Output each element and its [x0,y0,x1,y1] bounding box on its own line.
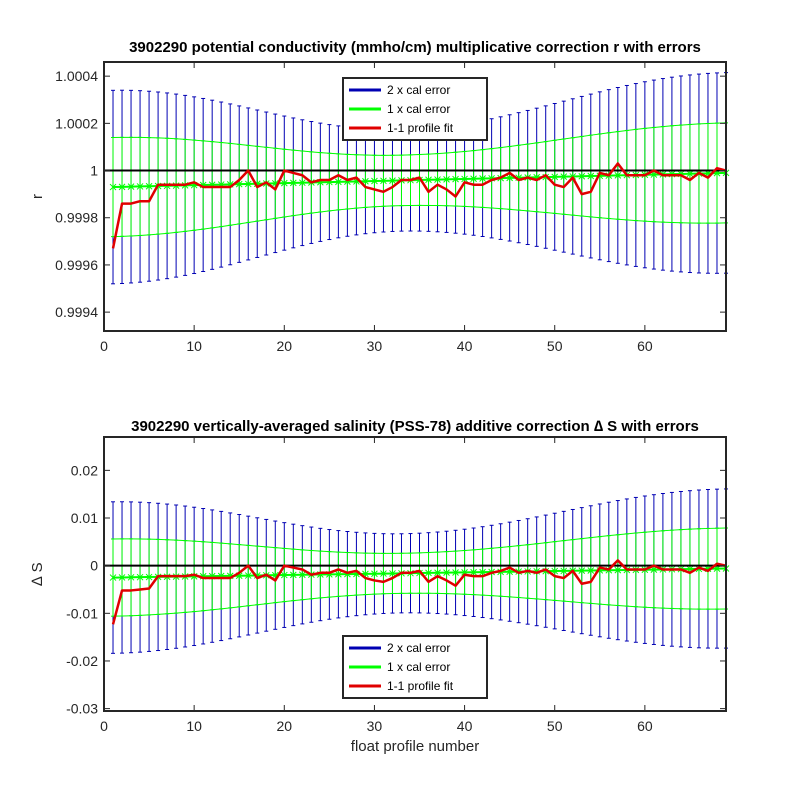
center-marker [136,183,144,190]
x-tick-label: 30 [367,718,383,734]
y-tick-label: 1.0004 [55,68,98,84]
x-tick-label: 40 [457,718,473,734]
legend-entry: 1 x cal error [387,660,450,674]
legend-entry: 1-1 profile fit [387,121,454,135]
center-marker [614,172,622,179]
center-marker [461,175,468,183]
center-marker [434,176,441,183]
center-marker [578,172,586,180]
salinity-correction-panel: 3902290 vertically-averaged salinity (PS… [29,418,730,755]
center-marker [371,570,378,578]
center-marker [127,183,135,190]
center-marker [560,567,568,575]
center-marker [560,173,568,181]
center-marker [614,566,622,574]
center-marker [686,170,694,178]
center-marker [380,570,387,577]
center-marker [389,177,396,184]
y-tick-label: -0.03 [66,701,98,717]
x-tick-label: 10 [186,718,202,734]
legend-entry: 1-1 profile fit [387,679,454,693]
x-tick-label: 30 [367,338,383,354]
x-tick-label: 0 [100,718,108,734]
center-marker [127,573,135,581]
one-x-upper-envelope [113,122,727,156]
profile-fit-line [111,559,727,625]
center-marker [335,178,342,186]
center-marker [425,176,432,184]
one-x-upper-envelope [113,527,727,554]
center-marker [109,183,117,191]
y-tick-label: 1 [90,163,98,179]
center-marker [587,567,595,574]
center-marker [443,176,450,183]
center-marker [335,570,342,578]
center-marker [145,182,153,190]
center-marker [136,573,144,581]
y-tick-label: 0.9996 [55,257,98,273]
center-marker [425,569,432,577]
center-marker [452,175,459,183]
x-tick-label: 20 [277,718,293,734]
center-marker [244,180,252,188]
x-tick-label: 0 [100,338,108,354]
y-tick-label: 0.01 [71,510,98,526]
one-x-cal-error-series [109,122,730,238]
legend: 2 x cal error 1 x cal error 1-1 profile fi… [342,77,488,141]
center-marker [280,571,288,579]
center-marker [298,571,306,579]
y-tick-label: 0.9994 [55,304,98,320]
x-tick-label: 20 [277,338,293,354]
x-tick-label: 40 [457,338,473,354]
center-marker [470,175,477,183]
center-marker [551,567,559,575]
chart-title: 3902290 vertically-averaged salinity (PS… [131,418,699,435]
y-tick-label: -0.01 [66,605,98,621]
one-x-lower-envelope [113,592,727,617]
center-marker [452,569,459,576]
y-tick-label: 0.9998 [55,210,98,226]
chart-title: 3902290 potential conductivity (mmho/cm)… [129,39,701,56]
y-tick-label: -0.02 [66,653,98,669]
y-axis-label: ∆ S [29,562,46,585]
center-marker [551,173,559,181]
center-marker [118,183,126,191]
center-marker [298,179,306,187]
y-tick-label: 0 [90,558,98,574]
x-tick-label: 50 [547,718,563,734]
center-marker [443,569,450,577]
center-marker [145,573,153,581]
y-axis-label: r [29,194,46,199]
axes-frame [103,61,727,332]
center-marker [244,572,252,579]
center-marker [380,177,387,185]
legend-entry: 2 x cal error [387,641,450,655]
axes-frame [103,436,727,712]
center-marker [587,172,595,180]
center-marker [371,177,378,185]
y-tick-label: 1.0002 [55,115,98,131]
x-tick-label: 10 [186,338,202,354]
center-marker [109,574,117,581]
legend: 2 x cal error 1 x cal error 1-1 profile fi… [342,635,488,699]
center-marker [470,568,477,576]
y-tick-label: 0.02 [71,462,98,478]
one-x-lower-envelope [112,204,727,238]
center-marker [289,179,297,187]
center-marker [578,567,586,575]
center-marker [280,179,288,187]
legend-entry: 1 x cal error [387,102,450,116]
legend-entry: 2 x cal error [387,83,450,97]
center-marker [434,569,441,577]
center-marker [289,571,297,579]
x-tick-label: 60 [637,338,653,354]
x-tick-label: 60 [637,718,653,734]
conductivity-correction-panel: 3902290 potential conductivity (mmho/cm)… [29,39,730,354]
center-marker [118,574,126,581]
center-marker [479,175,486,182]
x-axis-label: float profile number [351,738,479,755]
x-tick-label: 50 [547,338,563,354]
profile-fit-line [111,162,727,249]
